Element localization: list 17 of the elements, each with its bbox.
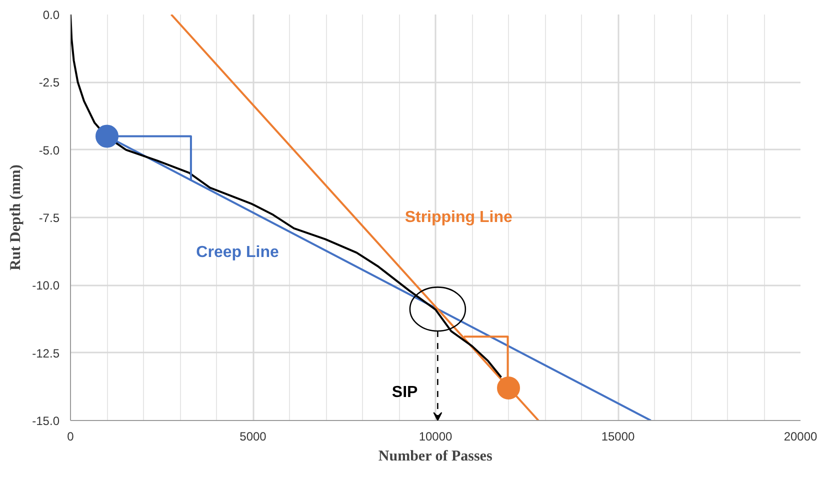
x-axis-title: Number of Passes — [378, 448, 492, 464]
annotation: SIP — [392, 384, 418, 401]
x-tick-label: 10000 — [418, 430, 453, 444]
y-tick-label: -7.5 — [38, 211, 60, 225]
x-tick-label: 5000 — [240, 430, 267, 444]
x-tick-label: 15000 — [601, 430, 636, 444]
y-tick-label: 0.0 — [42, 8, 60, 22]
y-tick-label: -12.5 — [32, 346, 60, 360]
y-tick-label: -5.0 — [38, 143, 60, 158]
y-axis-title: Rut Depth (mm) — [8, 164, 24, 270]
y-tick-label: -2.5 — [38, 76, 60, 90]
y-tick-label: -15.0 — [32, 414, 60, 428]
x-tick-label: 20000 — [784, 430, 818, 444]
series-label: Stripping Line — [404, 209, 512, 226]
y-tick-label: -10.0 — [32, 278, 60, 293]
series-label: Creep Line — [196, 244, 279, 262]
x-tick-label: 0 — [67, 430, 74, 444]
